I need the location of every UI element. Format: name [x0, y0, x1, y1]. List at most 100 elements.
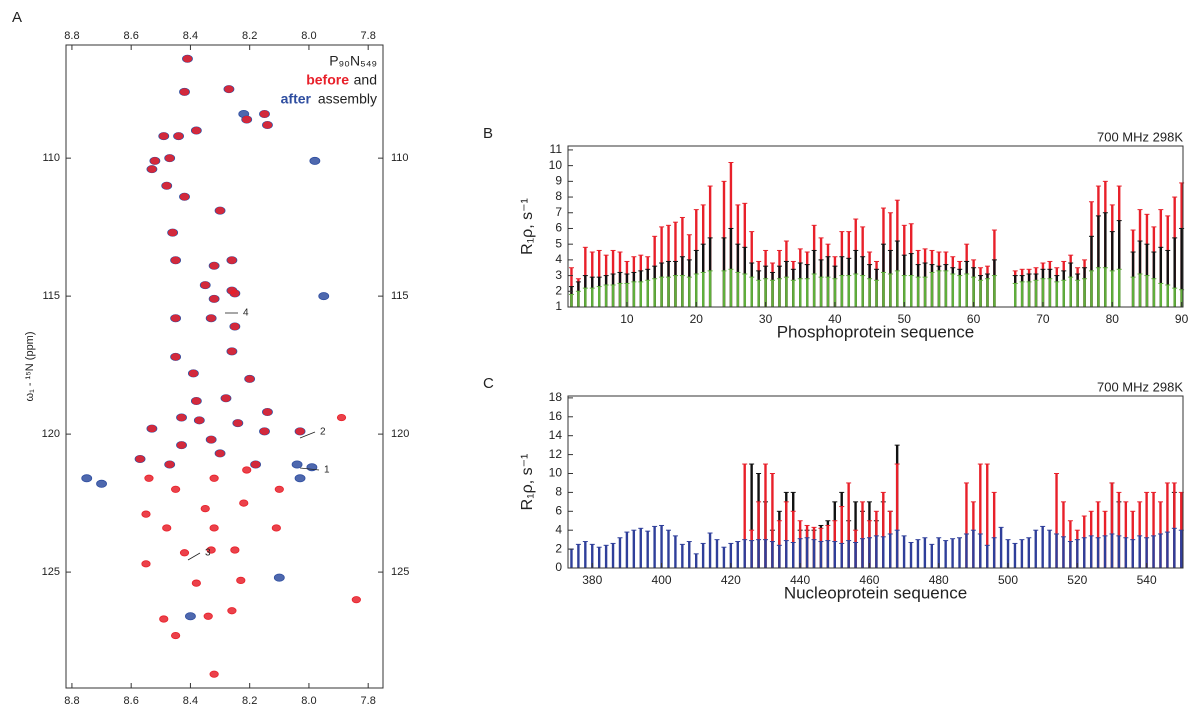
bar	[868, 278, 871, 307]
y-tick-label: 115	[42, 290, 60, 302]
peak	[179, 193, 190, 201]
bar	[798, 538, 802, 568]
bar	[1055, 533, 1058, 568]
bar	[896, 270, 899, 307]
peak	[200, 281, 210, 289]
panel-label: C	[483, 375, 494, 392]
bar	[1096, 537, 1100, 568]
bar	[1020, 281, 1024, 307]
bar	[1124, 501, 1128, 568]
y-tick-label: 2	[555, 283, 562, 297]
y-tick-label: 125	[42, 566, 60, 578]
x-tick-label: 8.8	[64, 695, 79, 707]
bar	[1083, 278, 1086, 307]
peak	[209, 524, 219, 532]
peak	[144, 474, 154, 482]
peak	[209, 262, 219, 270]
bar	[986, 278, 989, 307]
bar	[909, 542, 913, 568]
peak	[191, 579, 201, 587]
bar	[861, 275, 864, 307]
bar	[1062, 536, 1065, 568]
x-tick-label-top: 8.4	[183, 30, 198, 42]
x-tick-label: 8.2	[242, 695, 257, 707]
peak	[141, 560, 151, 568]
bar	[826, 277, 830, 307]
bar	[840, 275, 844, 307]
bar	[653, 278, 656, 307]
x-tick-label-top: 7.8	[361, 30, 376, 42]
bar	[1013, 543, 1017, 568]
bar	[895, 464, 899, 568]
bar	[1159, 247, 1163, 307]
peak	[230, 546, 240, 554]
bar	[1104, 267, 1107, 307]
y-tick-label: 120	[42, 428, 60, 440]
peak	[200, 505, 210, 513]
bar	[986, 464, 989, 568]
peak	[236, 576, 246, 584]
bar	[861, 538, 864, 568]
peak	[206, 546, 216, 554]
x-tick-label: 7.8	[361, 695, 376, 707]
bar	[833, 541, 836, 568]
bar	[965, 482, 968, 568]
bar	[1089, 535, 1093, 568]
bar	[1159, 283, 1163, 307]
y-tick-label: 5	[555, 236, 562, 250]
bar	[986, 545, 989, 568]
bar	[1034, 530, 1037, 568]
leader-line	[299, 431, 316, 439]
y-tick-label: 110	[42, 152, 60, 164]
bar	[618, 283, 622, 307]
peak	[215, 206, 225, 215]
peak	[227, 256, 237, 264]
legend-joiner: assembly	[318, 91, 377, 107]
bar	[681, 544, 684, 568]
bar	[1152, 278, 1156, 307]
y-tick-label: 0	[555, 560, 562, 574]
bar	[695, 274, 698, 307]
bar	[902, 535, 906, 568]
peak	[173, 132, 184, 140]
bar	[764, 278, 767, 307]
bar	[944, 270, 948, 307]
y-tick-label: 8	[555, 189, 562, 203]
bar	[1131, 277, 1135, 307]
bar	[570, 294, 573, 307]
bar	[812, 539, 816, 568]
x-tick-label-top: 8.6	[124, 30, 139, 42]
x-tick-label: 8.0	[301, 695, 316, 707]
bar	[660, 277, 663, 307]
peak	[274, 485, 284, 493]
bar	[806, 278, 809, 307]
legend-entry: before	[306, 72, 349, 88]
bar	[840, 506, 843, 568]
peak	[215, 449, 225, 458]
y-tick-label: 3	[555, 268, 562, 282]
x-axis-label: Phosphoprotein sequence	[777, 322, 975, 341]
bar	[577, 544, 580, 568]
peak	[135, 455, 145, 463]
bar	[729, 228, 733, 307]
bar	[1145, 492, 1148, 568]
peak	[309, 156, 321, 165]
bar	[847, 540, 850, 568]
legend-joiner: and	[354, 72, 377, 88]
bar	[812, 274, 816, 307]
bar	[792, 280, 795, 307]
bar	[764, 539, 767, 568]
y-tick-label-right: 120	[391, 428, 409, 440]
peak	[224, 85, 234, 93]
x-tick-label: 80	[1106, 312, 1120, 326]
bar	[833, 278, 837, 307]
bar	[1152, 535, 1155, 568]
peak	[295, 427, 305, 435]
bar	[639, 528, 642, 568]
x-tick-label: 60	[967, 312, 981, 326]
bar	[847, 275, 851, 307]
bar	[785, 501, 788, 568]
bar	[965, 533, 968, 568]
y-tick-label-right: 115	[391, 290, 409, 302]
bar	[923, 537, 927, 568]
